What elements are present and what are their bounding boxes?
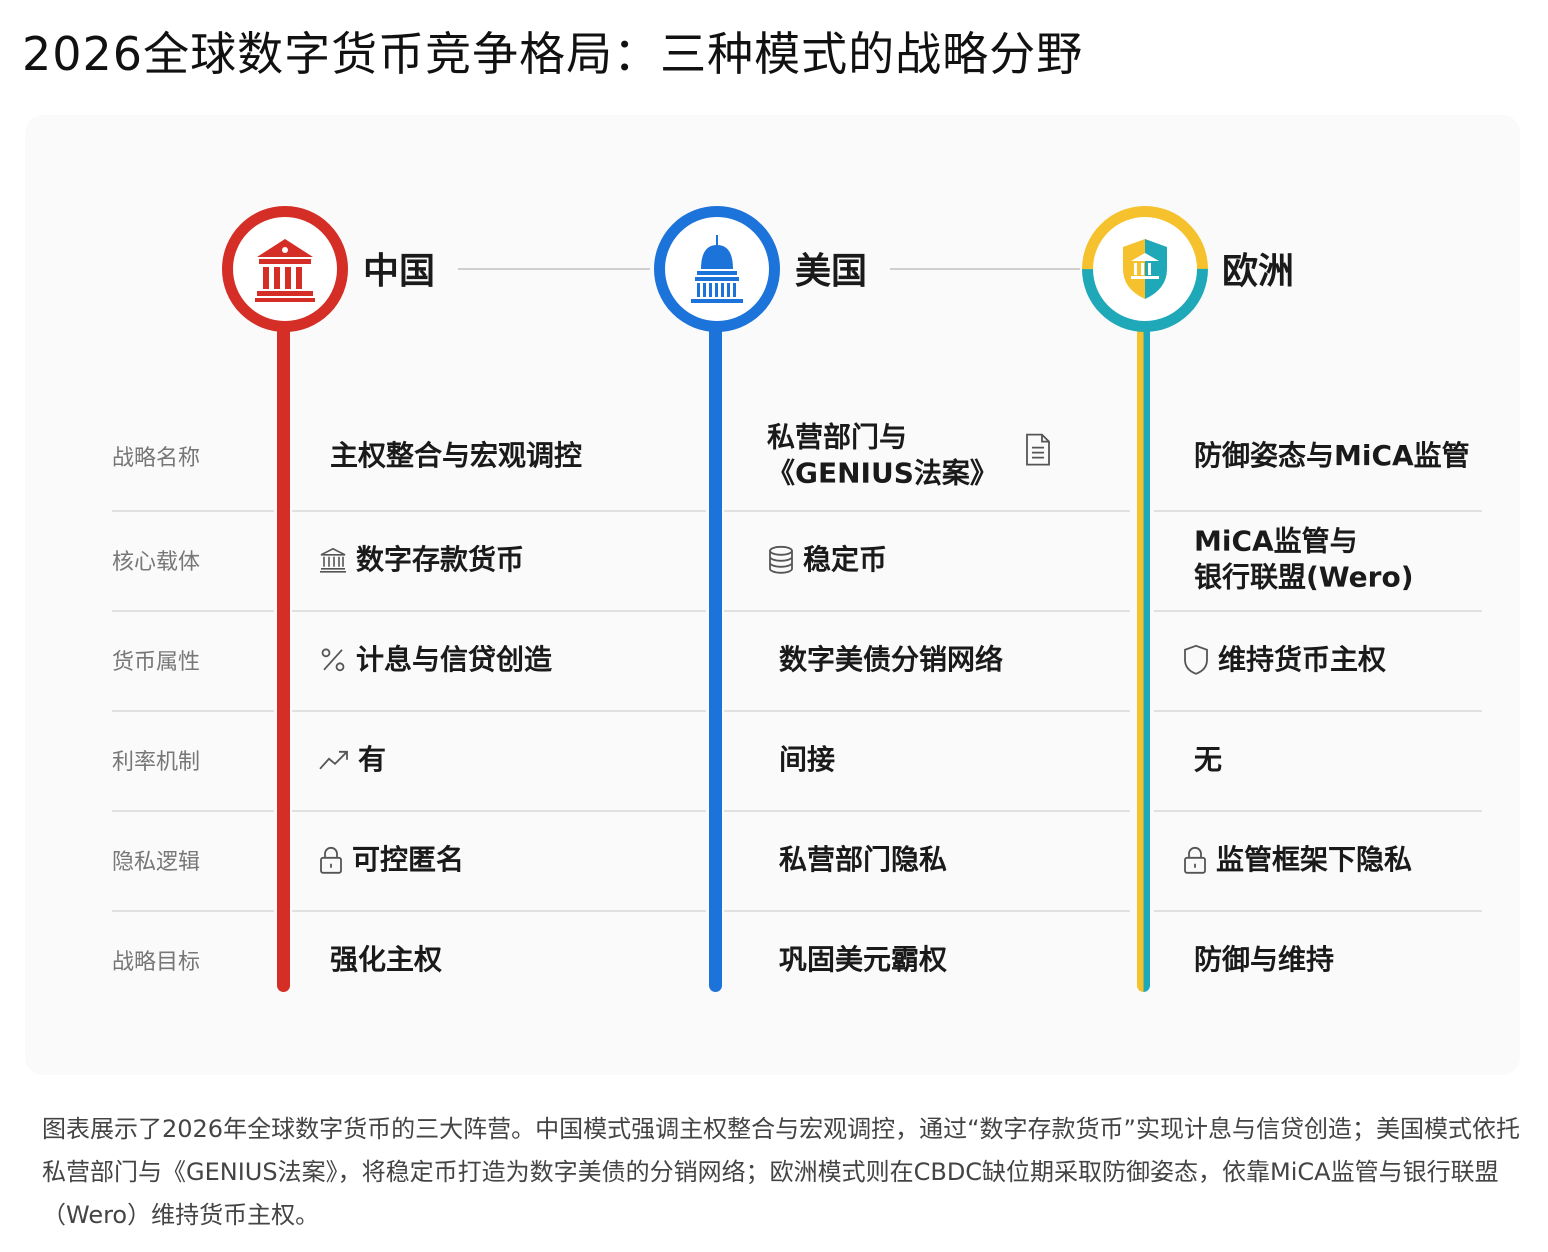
capitol-dome-icon xyxy=(691,235,743,303)
usa-timeline-bar xyxy=(709,320,722,992)
cell-eu: MiCA监管与 银行联盟(Wero) xyxy=(1182,524,1414,597)
cell-text: 主权整合与宏观调控 xyxy=(330,438,583,472)
document-icon xyxy=(1024,433,1052,467)
cell-text: 防御与维持 xyxy=(1194,942,1335,976)
cell-usa: 数字美债分销网络 xyxy=(767,642,1003,678)
page-title: 2026全球数字货币竞争格局：三种模式的战略分野 xyxy=(22,27,1084,81)
cell-text: 稳定币 xyxy=(803,542,888,576)
caption: 图表展示了2026年全球数字货币的三大阵营。中国模式强调主权整合与宏观调控，通过… xyxy=(42,1115,1520,1229)
column-header-china: 中国 xyxy=(363,251,436,292)
cell-usa: 私营部门与 《GENIUS法案》 xyxy=(767,420,1052,493)
cell-china: 主权整合与宏观调控 xyxy=(318,438,582,474)
cell-text: 有 xyxy=(358,742,387,776)
row-label: 货币属性 xyxy=(112,650,201,675)
cell-china: 强化主权 xyxy=(318,942,442,978)
row-label: 战略目标 xyxy=(112,950,201,975)
connector-line xyxy=(458,268,650,270)
row-divider xyxy=(112,810,274,812)
row-divider xyxy=(292,810,706,812)
shield-bank-icon xyxy=(1123,239,1167,299)
cell-text: 巩固美元霸权 xyxy=(779,942,948,976)
bank-building-icon xyxy=(255,239,315,302)
cell-text-line2: 《GENIUS法案》 xyxy=(767,457,998,490)
cell-text: 数字美债分销网络 xyxy=(779,642,1004,676)
cell-text: 防御姿态与MiCA监管 xyxy=(1194,438,1470,472)
cell-text: 监管框架下隐私 xyxy=(1216,842,1413,876)
row-divider xyxy=(292,510,706,512)
row-label: 利率机制 xyxy=(112,750,201,775)
row-divider xyxy=(292,910,706,912)
cell-eu: 维持货币主权 xyxy=(1182,642,1386,678)
shield-icon xyxy=(1182,644,1210,676)
row-divider xyxy=(724,610,1130,612)
percent-icon xyxy=(318,645,348,675)
cell-usa: 巩固美元霸权 xyxy=(767,942,947,978)
cell-text: 数字存款货币 xyxy=(356,542,525,576)
cell-text: 私营部门与 xyxy=(767,420,908,454)
row-label: 核心载体 xyxy=(112,550,201,575)
cell-eu: 防御姿态与MiCA监管 xyxy=(1182,438,1470,474)
cell-text: 维持货币主权 xyxy=(1218,642,1387,676)
row-label: 战略名称 xyxy=(112,446,201,471)
column-header-usa: 美国 xyxy=(795,251,868,292)
cell-eu: 无 xyxy=(1182,742,1222,778)
cell-text-line2: 银行联盟(Wero) xyxy=(1194,561,1414,594)
row-divider xyxy=(1154,610,1482,612)
bank-icon xyxy=(318,545,348,575)
cell-text: 强化主权 xyxy=(330,942,443,976)
lock-icon xyxy=(1182,845,1208,875)
column-header-eu: 欧洲 xyxy=(1222,251,1295,292)
cell-china: 可控匿名 xyxy=(318,842,464,878)
usa-badge xyxy=(654,206,780,332)
row-divider xyxy=(1154,510,1482,512)
eu-timeline-bar xyxy=(1137,320,1150,992)
row-divider xyxy=(724,910,1130,912)
cell-china: 有 xyxy=(318,742,386,778)
cell-usa: 间接 xyxy=(767,742,835,778)
row-divider xyxy=(724,810,1130,812)
database-icon xyxy=(767,545,795,575)
eu-badge xyxy=(1055,179,1235,359)
row-divider xyxy=(1154,710,1482,712)
row-divider xyxy=(724,710,1130,712)
row-divider xyxy=(292,710,706,712)
china-timeline-bar xyxy=(277,320,290,992)
cell-usa: 私营部门隐私 xyxy=(767,842,947,878)
cell-china: 计息与信贷创造 xyxy=(318,642,552,678)
cell-text: 计息与信贷创造 xyxy=(356,642,553,676)
cell-usa: 稳定币 xyxy=(767,542,887,578)
cell-text: MiCA监管与 xyxy=(1194,524,1358,558)
row-divider xyxy=(724,510,1130,512)
connector-line xyxy=(890,268,1080,270)
trend-up-icon xyxy=(318,745,350,775)
cell-text: 私营部门隐私 xyxy=(779,842,948,876)
cell-text: 无 xyxy=(1194,742,1223,776)
row-divider xyxy=(1154,910,1482,912)
cell-eu: 监管框架下隐私 xyxy=(1182,842,1412,878)
row-divider xyxy=(292,610,706,612)
row-divider xyxy=(112,510,274,512)
cell-eu: 防御与维持 xyxy=(1182,942,1334,978)
row-divider xyxy=(112,710,274,712)
china-badge xyxy=(222,206,348,332)
row-divider xyxy=(112,610,274,612)
cell-text: 可控匿名 xyxy=(352,842,465,876)
row-divider xyxy=(112,910,274,912)
row-divider xyxy=(1154,810,1482,812)
cell-text: 间接 xyxy=(779,742,836,776)
cell-china: 数字存款货币 xyxy=(318,542,524,578)
lock-icon xyxy=(318,845,344,875)
row-label: 隐私逻辑 xyxy=(112,850,201,875)
